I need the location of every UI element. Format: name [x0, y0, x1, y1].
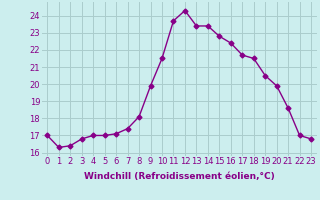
X-axis label: Windchill (Refroidissement éolien,°C): Windchill (Refroidissement éolien,°C)	[84, 172, 275, 181]
